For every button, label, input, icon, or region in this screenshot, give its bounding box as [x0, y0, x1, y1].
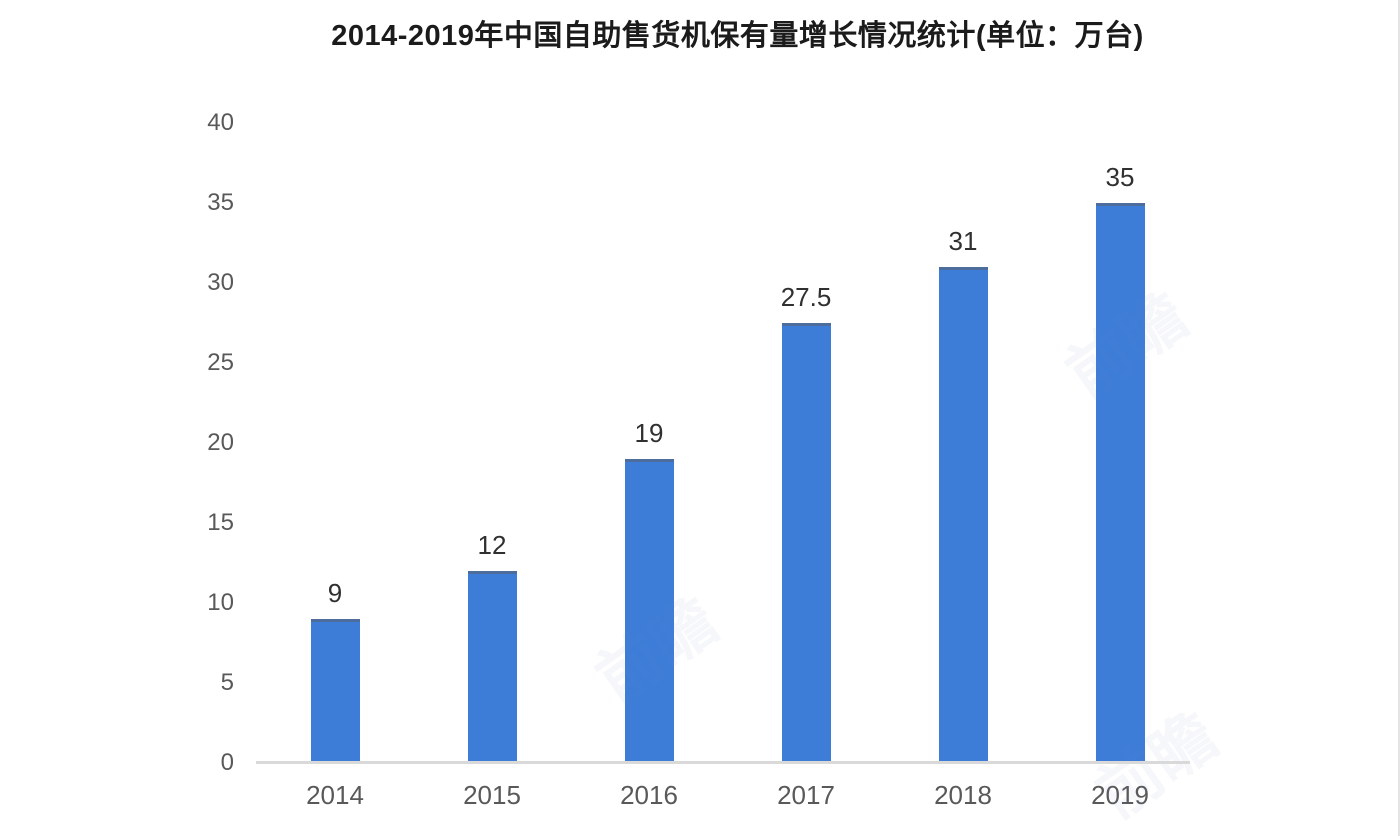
- chart-title: 2014-2019年中国自助售货机保有量增长情况统计(单位：万台): [331, 20, 1144, 52]
- bar-2016: [624, 459, 674, 763]
- y-tick-label-30: 30: [207, 269, 234, 296]
- bar-value-label-2019: 35: [1105, 162, 1135, 192]
- bar-value-label-2017: 27.5: [780, 282, 832, 312]
- bar-value-label-2016: 19: [634, 418, 664, 448]
- bar-value-label-2014: 9: [327, 578, 343, 608]
- x-tick-label-2018: 2018: [934, 780, 992, 810]
- image-edge-artifact: [1398, 0, 1400, 836]
- x-tick-label-2017: 2017: [777, 780, 835, 810]
- x-tick-label-2019: 2019: [1091, 780, 1149, 810]
- bar-2017: [781, 323, 831, 763]
- bar-2015: [467, 571, 517, 763]
- bar-2019: [1095, 203, 1145, 763]
- x-tick-label-2014: 2014: [306, 780, 364, 810]
- bar-2014: [310, 619, 360, 763]
- y-tick-label-5: 5: [220, 669, 234, 696]
- bar-value-label-2015: 12: [477, 530, 507, 560]
- x-axis-line: [256, 761, 1190, 764]
- bar-2018: [938, 267, 988, 763]
- y-tick-label-0: 0: [220, 749, 234, 776]
- y-tick-label-35: 35: [207, 189, 234, 216]
- y-tick-label-15: 15: [207, 509, 234, 536]
- bar-value-label-2018: 31: [948, 226, 978, 256]
- y-tick-label-10: 10: [207, 589, 234, 616]
- x-tick-label-2016: 2016: [620, 780, 678, 810]
- x-tick-label-2015: 2015: [463, 780, 521, 810]
- y-tick-label-40: 40: [207, 109, 234, 136]
- y-tick-label-20: 20: [207, 429, 234, 456]
- y-tick-label-25: 25: [207, 349, 234, 376]
